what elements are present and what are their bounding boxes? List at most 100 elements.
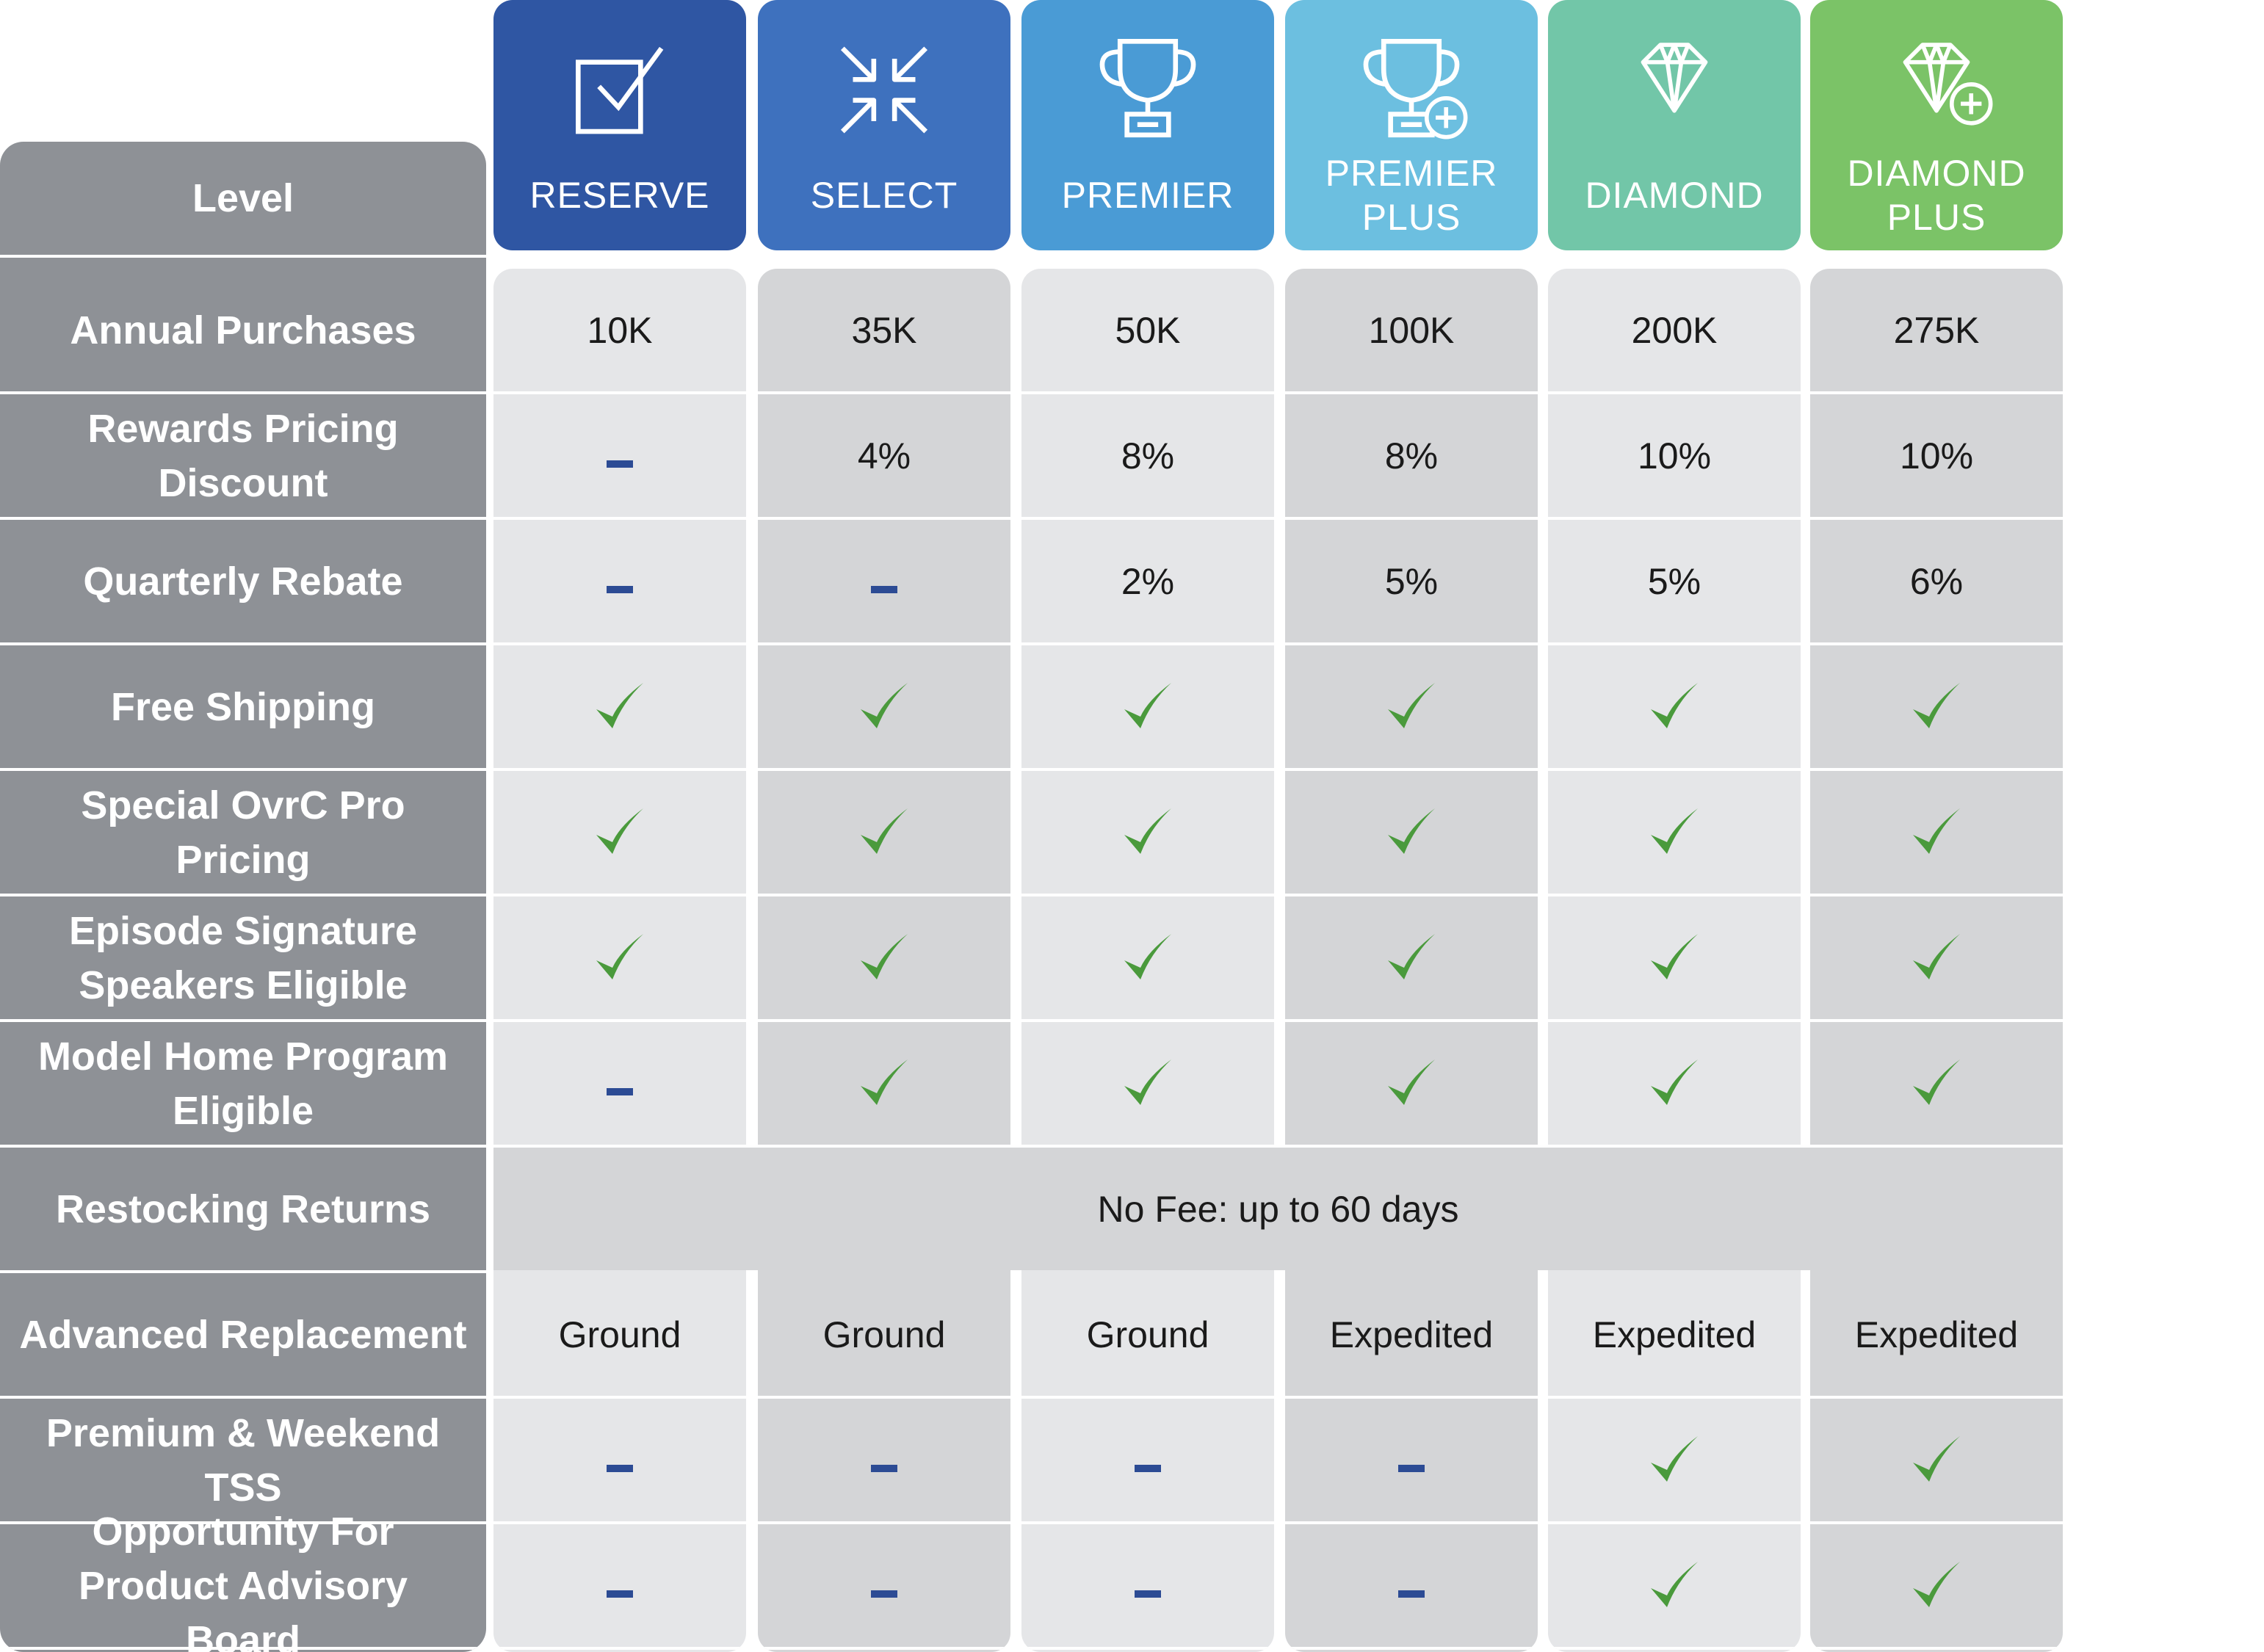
check-icon — [1910, 931, 1963, 985]
table-cell — [1548, 896, 1801, 1022]
cell-value: Ground — [1087, 1314, 1209, 1356]
table-cell: 8% — [1021, 394, 1274, 520]
table-cell: Ground — [758, 1273, 1010, 1399]
tier-header-reserve: RESERVE — [493, 0, 746, 250]
cell-value: 8% — [1385, 435, 1438, 477]
table-cell — [758, 645, 1010, 771]
table-cell — [1021, 1022, 1274, 1148]
table-cell — [493, 645, 746, 771]
check-icon — [1648, 931, 1701, 985]
check-icon — [1910, 680, 1963, 734]
row-label: Opportunity For Product Advisory Board — [0, 1524, 486, 1650]
table-cell: Expedited — [1810, 1273, 2063, 1399]
check-icon — [858, 931, 911, 985]
tier-name: PREMIER PLUS — [1285, 151, 1538, 239]
cell-value: Ground — [559, 1314, 681, 1356]
table-cell — [758, 771, 1010, 896]
table-cell — [1810, 1022, 2063, 1148]
row-label: Special OvrC Pro Pricing — [0, 771, 486, 896]
tier-name: RESERVE — [493, 173, 746, 217]
tier-column: 100K 8% 5% Expedited — [1285, 269, 1538, 1652]
cell-value: 275K — [1894, 309, 1980, 352]
dash-icon — [607, 1465, 633, 1472]
table-cell — [1548, 1022, 1801, 1148]
check-icon — [1385, 1057, 1438, 1111]
cell-value: 10K — [587, 309, 653, 352]
table-cell — [493, 1524, 746, 1650]
table-cell — [1021, 1399, 1274, 1524]
check-icon — [1910, 1057, 1963, 1111]
cell-value: 200K — [1632, 309, 1718, 352]
table-cell — [1810, 771, 2063, 896]
row-label-text: Episode Signature Speakers Eligible — [8, 904, 478, 1012]
trophy-icon — [1074, 21, 1221, 145]
row-label: Model Home Program Eligible — [0, 1022, 486, 1148]
check-icon — [858, 680, 911, 734]
cell-value: 5% — [1385, 560, 1438, 603]
row-label-text: Advanced Replacement — [4, 1308, 481, 1362]
table-cell — [493, 1022, 746, 1148]
table-cell — [758, 1022, 1010, 1148]
cell-value: Ground — [823, 1314, 946, 1356]
merged-cell-text: No Fee: up to 60 days — [1098, 1188, 1459, 1231]
table-cell: 2% — [1021, 520, 1274, 645]
check-icon — [1648, 680, 1701, 734]
table-cell — [1810, 645, 2063, 771]
row-label: Free Shipping — [0, 645, 486, 771]
tier-header-premier: PREMIER — [1021, 0, 1274, 250]
row-label: Episode Signature Speakers Eligible — [0, 896, 486, 1022]
row-label: Quarterly Rebate — [0, 520, 486, 645]
row-label-text: Opportunity For Product Advisory Board — [8, 1504, 478, 1652]
check-icon — [1648, 1559, 1701, 1613]
check-icon — [1910, 805, 1963, 860]
table-cell — [493, 520, 746, 645]
table-cell — [758, 1399, 1010, 1524]
level-header-label: Level — [0, 142, 486, 258]
table-cell — [1548, 1399, 1801, 1524]
diamond-icon — [1601, 21, 1748, 145]
table-cell — [758, 520, 1010, 645]
dash-icon — [1135, 1465, 1161, 1472]
table-cell: 10% — [1810, 394, 2063, 520]
row-label-text: Special OvrC Pro Pricing — [0, 778, 486, 887]
table-cell — [1285, 1022, 1538, 1148]
dash-icon — [871, 1465, 897, 1472]
compress-arrows-icon — [811, 21, 958, 145]
table-cell — [493, 394, 746, 520]
table-cell — [1285, 1524, 1538, 1650]
row-label: Restocking Returns — [0, 1148, 486, 1273]
cell-value: Expedited — [1855, 1314, 2018, 1356]
check-icon — [593, 680, 646, 734]
dash-icon — [871, 586, 897, 593]
dash-icon — [607, 460, 633, 468]
table-cell — [1285, 896, 1538, 1022]
table-cell — [493, 896, 746, 1022]
table-cell: Ground — [1021, 1273, 1274, 1399]
check-icon — [1385, 805, 1438, 860]
trophy-plus-icon — [1338, 21, 1485, 145]
table-cell: 200K — [1548, 269, 1801, 394]
cell-value: 4% — [858, 435, 911, 477]
dash-icon — [1398, 1590, 1425, 1598]
cell-value: 100K — [1369, 309, 1455, 352]
tier-header-select: SELECT — [758, 0, 1010, 250]
check-icon — [593, 805, 646, 860]
table-cell — [1021, 1524, 1274, 1650]
dash-icon — [1135, 1590, 1161, 1598]
tier-name: DIAMOND — [1548, 173, 1801, 217]
dash-icon — [607, 1590, 633, 1598]
tier-column: 10K Ground — [493, 269, 746, 1652]
row-label-text: Free Shipping — [96, 680, 390, 734]
table-cell: Expedited — [1285, 1273, 1538, 1399]
row-label-text: Quarterly Rebate — [68, 554, 417, 609]
level-label-text: Level — [178, 171, 308, 225]
diamond-plus-icon — [1863, 21, 2010, 145]
table-cell — [758, 896, 1010, 1022]
table-cell — [758, 1524, 1010, 1650]
table-cell — [1548, 645, 1801, 771]
check-icon — [858, 1057, 911, 1111]
table-cell: 100K — [1285, 269, 1538, 394]
